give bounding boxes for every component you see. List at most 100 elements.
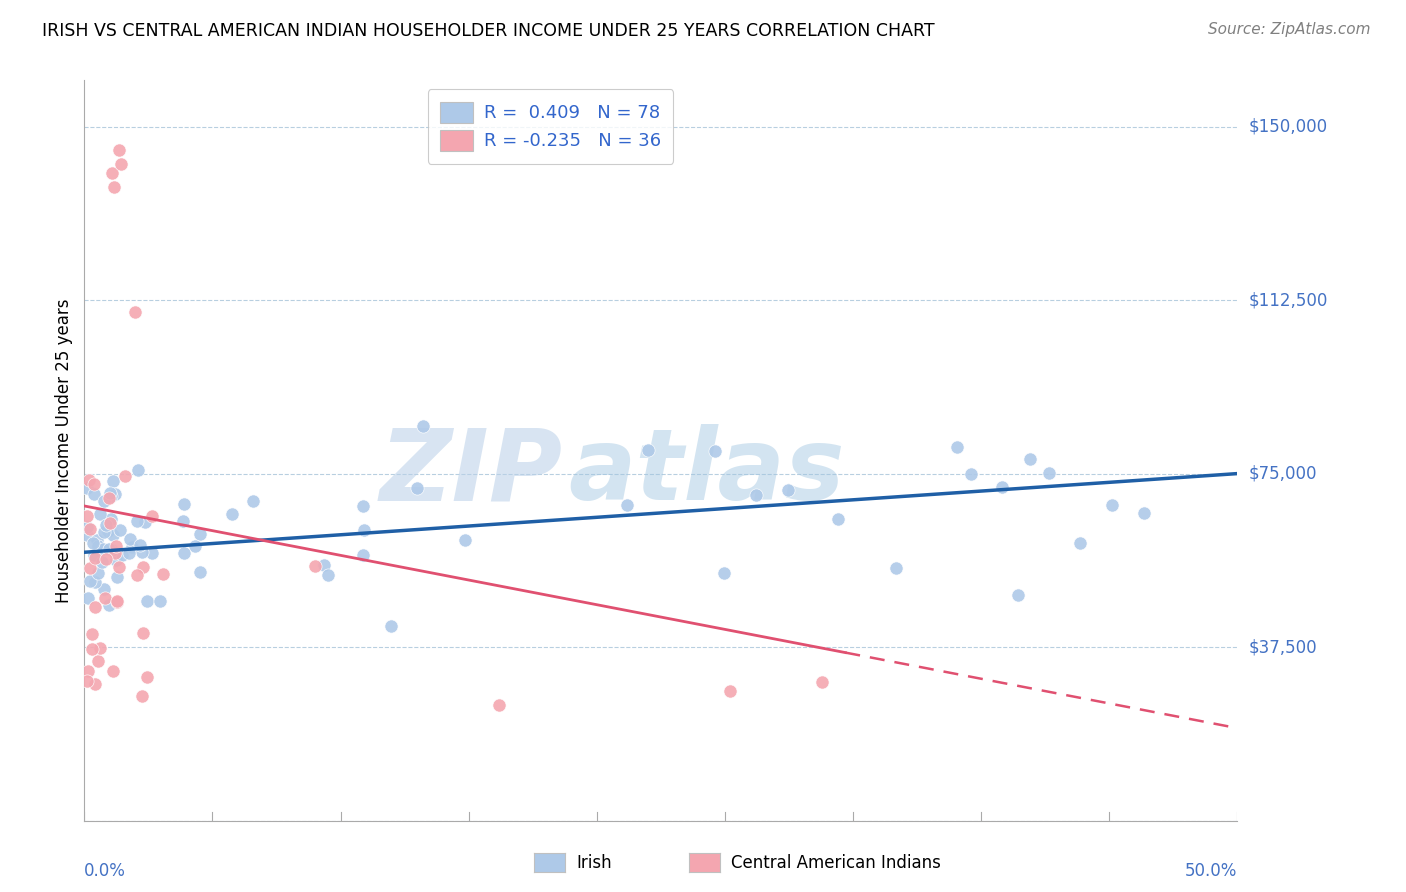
Point [412, 418, 434, 433]
Point [100, 512, 122, 526]
Point [352, 499, 374, 513]
Legend: R =  0.409   N = 78, R = -0.235   N = 36: R = 0.409 N = 78, R = -0.235 N = 36 [427, 89, 673, 163]
Point [149, 593, 172, 607]
Point [76, 520, 98, 534]
Point [76, 508, 98, 523]
Point [80, 627, 103, 641]
Point [108, 560, 131, 574]
Point [93, 582, 115, 597]
Point [103, 179, 125, 194]
Point [172, 514, 194, 528]
Point [82, 536, 104, 550]
Point [77, 664, 100, 678]
Point [704, 444, 727, 458]
Point [141, 508, 163, 523]
Point [98, 516, 121, 531]
Point [884, 561, 907, 575]
Point [104, 546, 127, 560]
Point [108, 143, 131, 157]
Point [135, 670, 157, 684]
Point [97, 524, 120, 538]
Point [131, 545, 153, 559]
Point [82, 642, 104, 657]
Point [316, 568, 339, 582]
Point [132, 625, 155, 640]
Point [105, 594, 128, 608]
Point [778, 483, 800, 498]
Point [79, 574, 101, 589]
Point [110, 156, 132, 170]
Point [827, 512, 849, 526]
Point [94, 591, 117, 605]
Point [1038, 467, 1060, 481]
Text: $150,000: $150,000 [1249, 118, 1327, 136]
Point [105, 553, 128, 567]
Text: 50.0%: 50.0% [1185, 863, 1237, 880]
Point [188, 565, 211, 579]
Point [380, 619, 402, 633]
Text: $112,500: $112,500 [1249, 291, 1327, 309]
Text: IRISH VS CENTRAL AMERICAN INDIAN HOUSEHOLDER INCOME UNDER 25 YEARS CORRELATION C: IRISH VS CENTRAL AMERICAN INDIAN HOUSEHO… [42, 22, 935, 40]
Point [76, 528, 98, 542]
Point [79, 473, 101, 487]
Point [100, 490, 122, 504]
Point [1069, 536, 1091, 550]
Text: atlas: atlas [568, 425, 845, 521]
Point [1007, 588, 1029, 602]
Point [83, 487, 105, 501]
Point [79, 560, 101, 574]
Point [83, 548, 105, 562]
Point [173, 546, 195, 560]
Point [89, 507, 111, 521]
Point [991, 479, 1014, 493]
Point [105, 595, 128, 609]
Point [1133, 507, 1156, 521]
Text: $37,500: $37,500 [1249, 638, 1317, 657]
Point [405, 481, 427, 495]
Point [101, 542, 124, 557]
Text: $75,000: $75,000 [1249, 465, 1317, 483]
Point [353, 524, 375, 538]
Point [184, 539, 207, 553]
Point [616, 499, 638, 513]
Text: Irish: Irish [576, 854, 612, 871]
Point [811, 674, 834, 689]
Text: ZIP: ZIP [380, 425, 562, 521]
Point [637, 443, 659, 458]
Point [86, 533, 108, 547]
Point [111, 549, 134, 563]
Y-axis label: Householder Income Under 25 years: Householder Income Under 25 years [55, 298, 73, 603]
Point [960, 467, 983, 481]
Point [173, 497, 195, 511]
Point [131, 689, 153, 703]
Point [89, 640, 111, 655]
Point [101, 528, 124, 542]
Point [101, 166, 124, 180]
Point [84, 676, 107, 690]
Point [132, 560, 155, 574]
Point [124, 304, 146, 318]
Point [101, 665, 124, 679]
Point [242, 494, 264, 508]
Point [76, 481, 98, 495]
Point [98, 598, 121, 612]
Point [118, 546, 141, 560]
Point [76, 591, 98, 606]
Point [94, 552, 117, 566]
Point [84, 574, 107, 589]
Point [120, 533, 142, 547]
Point [454, 533, 477, 548]
Point [93, 525, 115, 540]
Point [352, 548, 374, 562]
Point [103, 474, 125, 488]
Point [96, 518, 118, 533]
Point [127, 568, 149, 582]
Point [134, 515, 156, 529]
Point [98, 486, 121, 500]
Point [87, 655, 110, 669]
Text: 0.0%: 0.0% [84, 863, 127, 880]
Point [221, 507, 243, 521]
Point [121, 541, 143, 555]
Point [304, 559, 326, 574]
Point [127, 514, 149, 528]
